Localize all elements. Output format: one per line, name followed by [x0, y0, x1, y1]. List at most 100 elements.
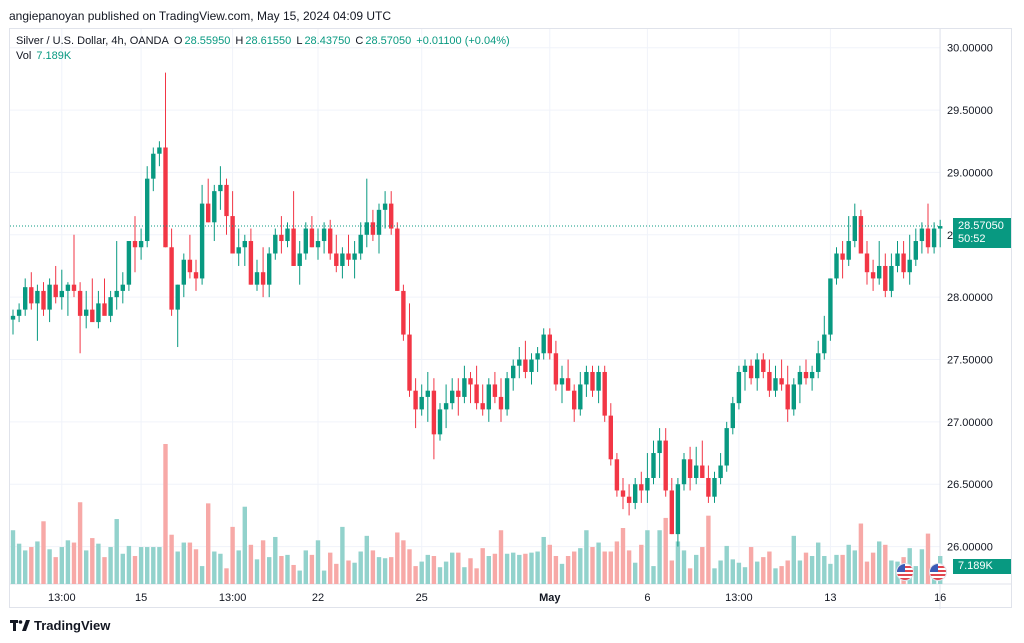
volume-bar [334, 563, 339, 584]
legend-symbol: Silver / U.S. Dollar, 4h, OANDA [16, 35, 169, 47]
volume-bar [608, 551, 613, 584]
candle-body [663, 440, 668, 491]
volume-bar [29, 547, 34, 584]
volume-bar [145, 547, 150, 584]
legend-vol-value: 7.189K [36, 50, 72, 62]
volume-bar [553, 556, 559, 584]
candle-body [535, 353, 540, 360]
candle-body [584, 371, 589, 385]
volume-bar [828, 563, 833, 584]
volume-bar [498, 530, 504, 584]
volume-bar [657, 530, 662, 584]
candle-body [785, 384, 790, 410]
volume-bar [736, 562, 742, 584]
us-flag-icon[interactable] [896, 563, 914, 581]
volume-bar [779, 566, 784, 584]
candle-body [425, 390, 430, 397]
volume-bar [41, 521, 46, 584]
candle-body [23, 287, 28, 310]
candle-body [907, 259, 912, 273]
volume-bar [791, 535, 796, 584]
volume-bar [138, 547, 144, 584]
candle-body [297, 253, 302, 266]
candle-body [761, 359, 766, 372]
candle-body [364, 222, 369, 235]
volume-bar [816, 542, 821, 584]
volume-bar [773, 568, 778, 584]
legend-open-label: O [173, 35, 183, 47]
volume-bar [395, 532, 400, 584]
candle-body [633, 484, 638, 503]
candle-body [858, 216, 864, 254]
volume-bar [694, 554, 699, 584]
legend-vol-label: Vol [16, 50, 32, 62]
candle-body [700, 465, 705, 478]
volume-bar [10, 530, 16, 584]
volume-bar [65, 540, 71, 584]
volume-bar [809, 556, 815, 584]
candle-body [224, 184, 229, 217]
candle-body [315, 241, 321, 248]
candle-body [694, 465, 699, 478]
candle-body [681, 459, 687, 485]
candle-body [230, 216, 235, 254]
x-tick-label: 13 [824, 592, 836, 604]
candle-body [16, 309, 22, 316]
candle-body [730, 403, 735, 429]
candle-body [321, 228, 327, 242]
candle-body [797, 371, 803, 385]
candle-body [163, 147, 168, 248]
candle-body [279, 234, 284, 242]
y-tick-label: 26.50000 [947, 479, 993, 491]
candle-body [59, 290, 64, 298]
volume-bar [877, 541, 882, 584]
volume-bar [425, 554, 430, 584]
volume-bar [376, 557, 382, 584]
volume-bar [431, 556, 437, 584]
tradingview-logo-icon [10, 619, 30, 631]
volume-bar [163, 444, 168, 584]
volume-tag: 7.189K [953, 559, 1011, 574]
volume-bar [309, 554, 315, 584]
footer-brand-text: TradingView [34, 618, 111, 633]
candle-body [608, 415, 613, 460]
volume-bar [504, 553, 510, 584]
candle-body [553, 353, 559, 385]
volume-bar [651, 566, 656, 584]
volume-bar [157, 547, 162, 584]
volume-bar [590, 547, 595, 584]
candle-body [596, 371, 601, 391]
candle-body [462, 378, 467, 397]
candle-body [486, 384, 491, 410]
candle-body [84, 309, 89, 316]
volume-bar [462, 567, 467, 584]
candlestick-chart[interactable]: 30.0000029.5000029.0000028.5000028.00000… [10, 29, 1012, 609]
candle-body [620, 490, 626, 497]
candle-body [254, 272, 260, 285]
volume-bar [413, 566, 418, 584]
candle-body [468, 378, 473, 385]
candle-body [773, 378, 778, 391]
x-tick-label: 25 [416, 592, 428, 604]
candle-body [870, 272, 876, 279]
us-flag-icon[interactable] [929, 563, 947, 581]
candle-body [47, 284, 52, 310]
chart-frame [9, 28, 1012, 608]
candle-body [877, 265, 882, 279]
volume-bar [303, 550, 308, 584]
legend-low-value: 28.43750 [304, 35, 351, 47]
volume-bar [77, 502, 83, 584]
candle-body [852, 216, 857, 242]
volume-bar [797, 560, 803, 584]
volume-bar [712, 568, 717, 584]
volume-bar [748, 547, 754, 584]
candle-body [206, 203, 211, 223]
publisher-line: angiepanoyan published on TradingView.co… [9, 9, 392, 23]
volume-bar [340, 526, 345, 584]
candle-body [547, 334, 552, 354]
volume-bar [730, 559, 735, 584]
volume-bar [565, 556, 571, 584]
candle-body [559, 378, 565, 385]
volume-bar [913, 566, 918, 584]
candle-body [151, 153, 156, 179]
